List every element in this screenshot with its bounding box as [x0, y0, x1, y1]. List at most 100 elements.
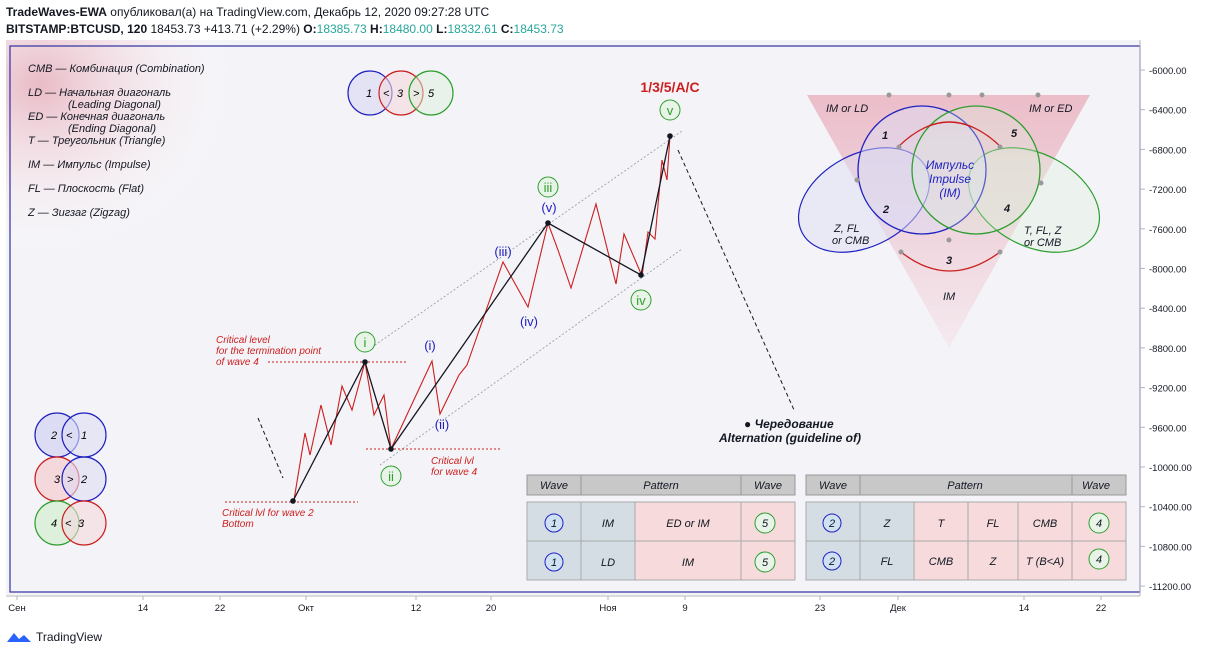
last-price: 18453.73: [150, 22, 201, 36]
y-tick-label: -9600.00: [1149, 423, 1187, 434]
diagram-tflz-2: or CMB: [1024, 237, 1061, 249]
wave-sub-v: (v): [541, 200, 556, 215]
y-tick-label: -7200.00: [1149, 185, 1187, 196]
y-tick-label: -6800.00: [1149, 145, 1187, 156]
table-2: Wave Pattern Wave 2 Z T FL CMB 4 2 FL CM…: [805, 474, 1127, 581]
legend-t: T — Треугольник (Triangle): [28, 135, 166, 147]
diagram-bottom: IM: [943, 291, 956, 303]
diagram-n1: 1: [882, 130, 888, 142]
y-tick-label: -8000.00: [1149, 265, 1187, 276]
high-label: H:: [370, 22, 383, 36]
venn-top-lt: <: [383, 88, 390, 100]
diagram-im-or-ld: IM or LD: [826, 103, 868, 115]
venn-l3-a: 4: [51, 518, 57, 530]
published-info: опубликовал(а) на TradingView.com, Декаб…: [110, 5, 490, 19]
wave-i: i: [364, 335, 367, 350]
t1-r2-c4: 5: [762, 557, 769, 569]
x-tick-label: 22: [215, 603, 226, 614]
projected-decline: [677, 149, 795, 411]
legend-cmb: CMB — Комбинация (Combination): [28, 63, 205, 75]
x-tick-label: Окт: [298, 603, 315, 614]
t2-r1-c5: CMB: [1033, 518, 1057, 530]
t1-r1-c2: IM: [602, 518, 615, 530]
venn-top: 1 < 3 > 5: [347, 70, 454, 116]
y-tick-label: -10400.00: [1149, 503, 1192, 514]
y-axis-ticks: -6000.00 -6400.00 -6800.00 -7200.00 -7600.00…: [1140, 66, 1192, 593]
open-label: O:: [303, 22, 317, 36]
critical-lvl4-2: for wave 4: [431, 467, 478, 478]
t1-r1-c3: ED or IM: [666, 518, 710, 530]
legend-ld-en: (Leading Diagonal): [68, 99, 161, 111]
close-label: C:: [500, 22, 514, 36]
t2-r2-c3: CMB: [929, 556, 953, 568]
open-value: 18385.73: [316, 22, 367, 36]
x-tick-label: 23: [815, 603, 826, 614]
wave-sub-iii: (iii): [494, 244, 511, 259]
wave-points: [290, 133, 673, 504]
diagram-center-2: Impulse: [929, 172, 971, 186]
header-line-1: TradeWaves-EWA опубликовал(а) на Trading…: [6, 5, 489, 19]
legend-im: IM — Импульс (Impulse): [28, 159, 151, 171]
critical-level-2: for the termination point: [216, 346, 322, 357]
venn-top-5: 5: [428, 88, 435, 100]
brand-name: TradingView: [36, 630, 103, 644]
t2-r2-c6: 4: [1096, 554, 1102, 566]
main-wave-path: [292, 135, 671, 502]
legend-ld: LD — Начальная диагональ: [28, 87, 171, 99]
channel: [364, 130, 683, 466]
t1-r2-c3: IM: [682, 557, 695, 569]
close-value: 18453.73: [513, 22, 564, 36]
symbol[interactable]: BITSTAMP:BTCUSD, 120: [6, 22, 148, 36]
legend-fl: FL — Плоскость (Flat): [28, 183, 144, 195]
wave-ii: ii: [388, 469, 394, 484]
venn-top-gt: >: [413, 88, 420, 100]
t2-h-pattern: Pattern: [947, 480, 982, 492]
price-change: +413.71 (+2.29%): [203, 22, 300, 36]
venn-top-3: 3: [397, 88, 404, 100]
wave-iii: iii: [544, 180, 553, 195]
t1-h-pattern: Pattern: [643, 480, 678, 492]
y-tick-label: -8800.00: [1149, 344, 1187, 355]
t2-r1-c3: T: [938, 518, 946, 530]
tradingview-icon: [7, 633, 31, 642]
low-label: L:: [436, 22, 448, 36]
t1-r1-c4: 5: [762, 518, 769, 530]
x-tick-label: Дек: [890, 603, 907, 614]
diagram-n2: 2: [882, 204, 889, 216]
venn-l2-op: >: [67, 474, 74, 486]
plot-glow: [6, 40, 346, 340]
y-tick-label: -11200.00: [1149, 582, 1191, 593]
x-tick-label: Ноя: [599, 603, 616, 614]
diagram-tflz-1: T, FL, Z: [1024, 225, 1063, 237]
x-tick-label: Сен: [8, 603, 25, 614]
t2-r1-c2: Z: [883, 518, 892, 530]
critical-lvl4-1: Critical lvl: [431, 456, 475, 467]
diagram-center-1: Импульс: [926, 158, 974, 172]
diagram-im-or-ed: IM or ED: [1029, 103, 1072, 115]
venn-l1-a: 2: [50, 430, 57, 442]
red-annotations: Critical level for the termination point…: [216, 335, 478, 530]
y-tick-label: -10800.00: [1149, 542, 1192, 553]
t2-h-wave-l: Wave: [819, 480, 847, 492]
x-tick-label: 9: [682, 603, 687, 614]
legend: CMB — Комбинация (Combination) LD — Нача…: [27, 63, 205, 219]
wave-v: v: [667, 103, 674, 118]
y-tick-label: -6000.00: [1149, 66, 1187, 77]
x-tick-label: 14: [1019, 603, 1030, 614]
tradingview-logo[interactable]: TradingView: [6, 630, 102, 644]
header-line-2: BITSTAMP:BTCUSD, 120 18453.73 +413.71 (+…: [6, 22, 564, 36]
diagram-zfl-1: Z, FL: [833, 223, 860, 235]
t2-r1-c4: FL: [987, 518, 1000, 530]
t2-r1-c6: 4: [1096, 518, 1102, 530]
x-axis-ticks: Сен 14 22 Окт 12 20 Ноя 9 23 Дек 14 22: [8, 596, 1106, 614]
high-value: 18480.00: [382, 22, 433, 36]
legend-ed: ED — Конечная диагональ: [28, 111, 165, 123]
wave-iv: iv: [636, 293, 646, 308]
t2-r2-c1: 2: [828, 556, 835, 568]
author[interactable]: TradeWaves-EWA: [6, 5, 107, 19]
t2-r2-c4: Z: [989, 556, 998, 568]
diagram-center-3: (IM): [939, 186, 960, 200]
t2-r2-c2: FL: [881, 556, 894, 568]
venn-l1-b: 1: [81, 430, 87, 442]
